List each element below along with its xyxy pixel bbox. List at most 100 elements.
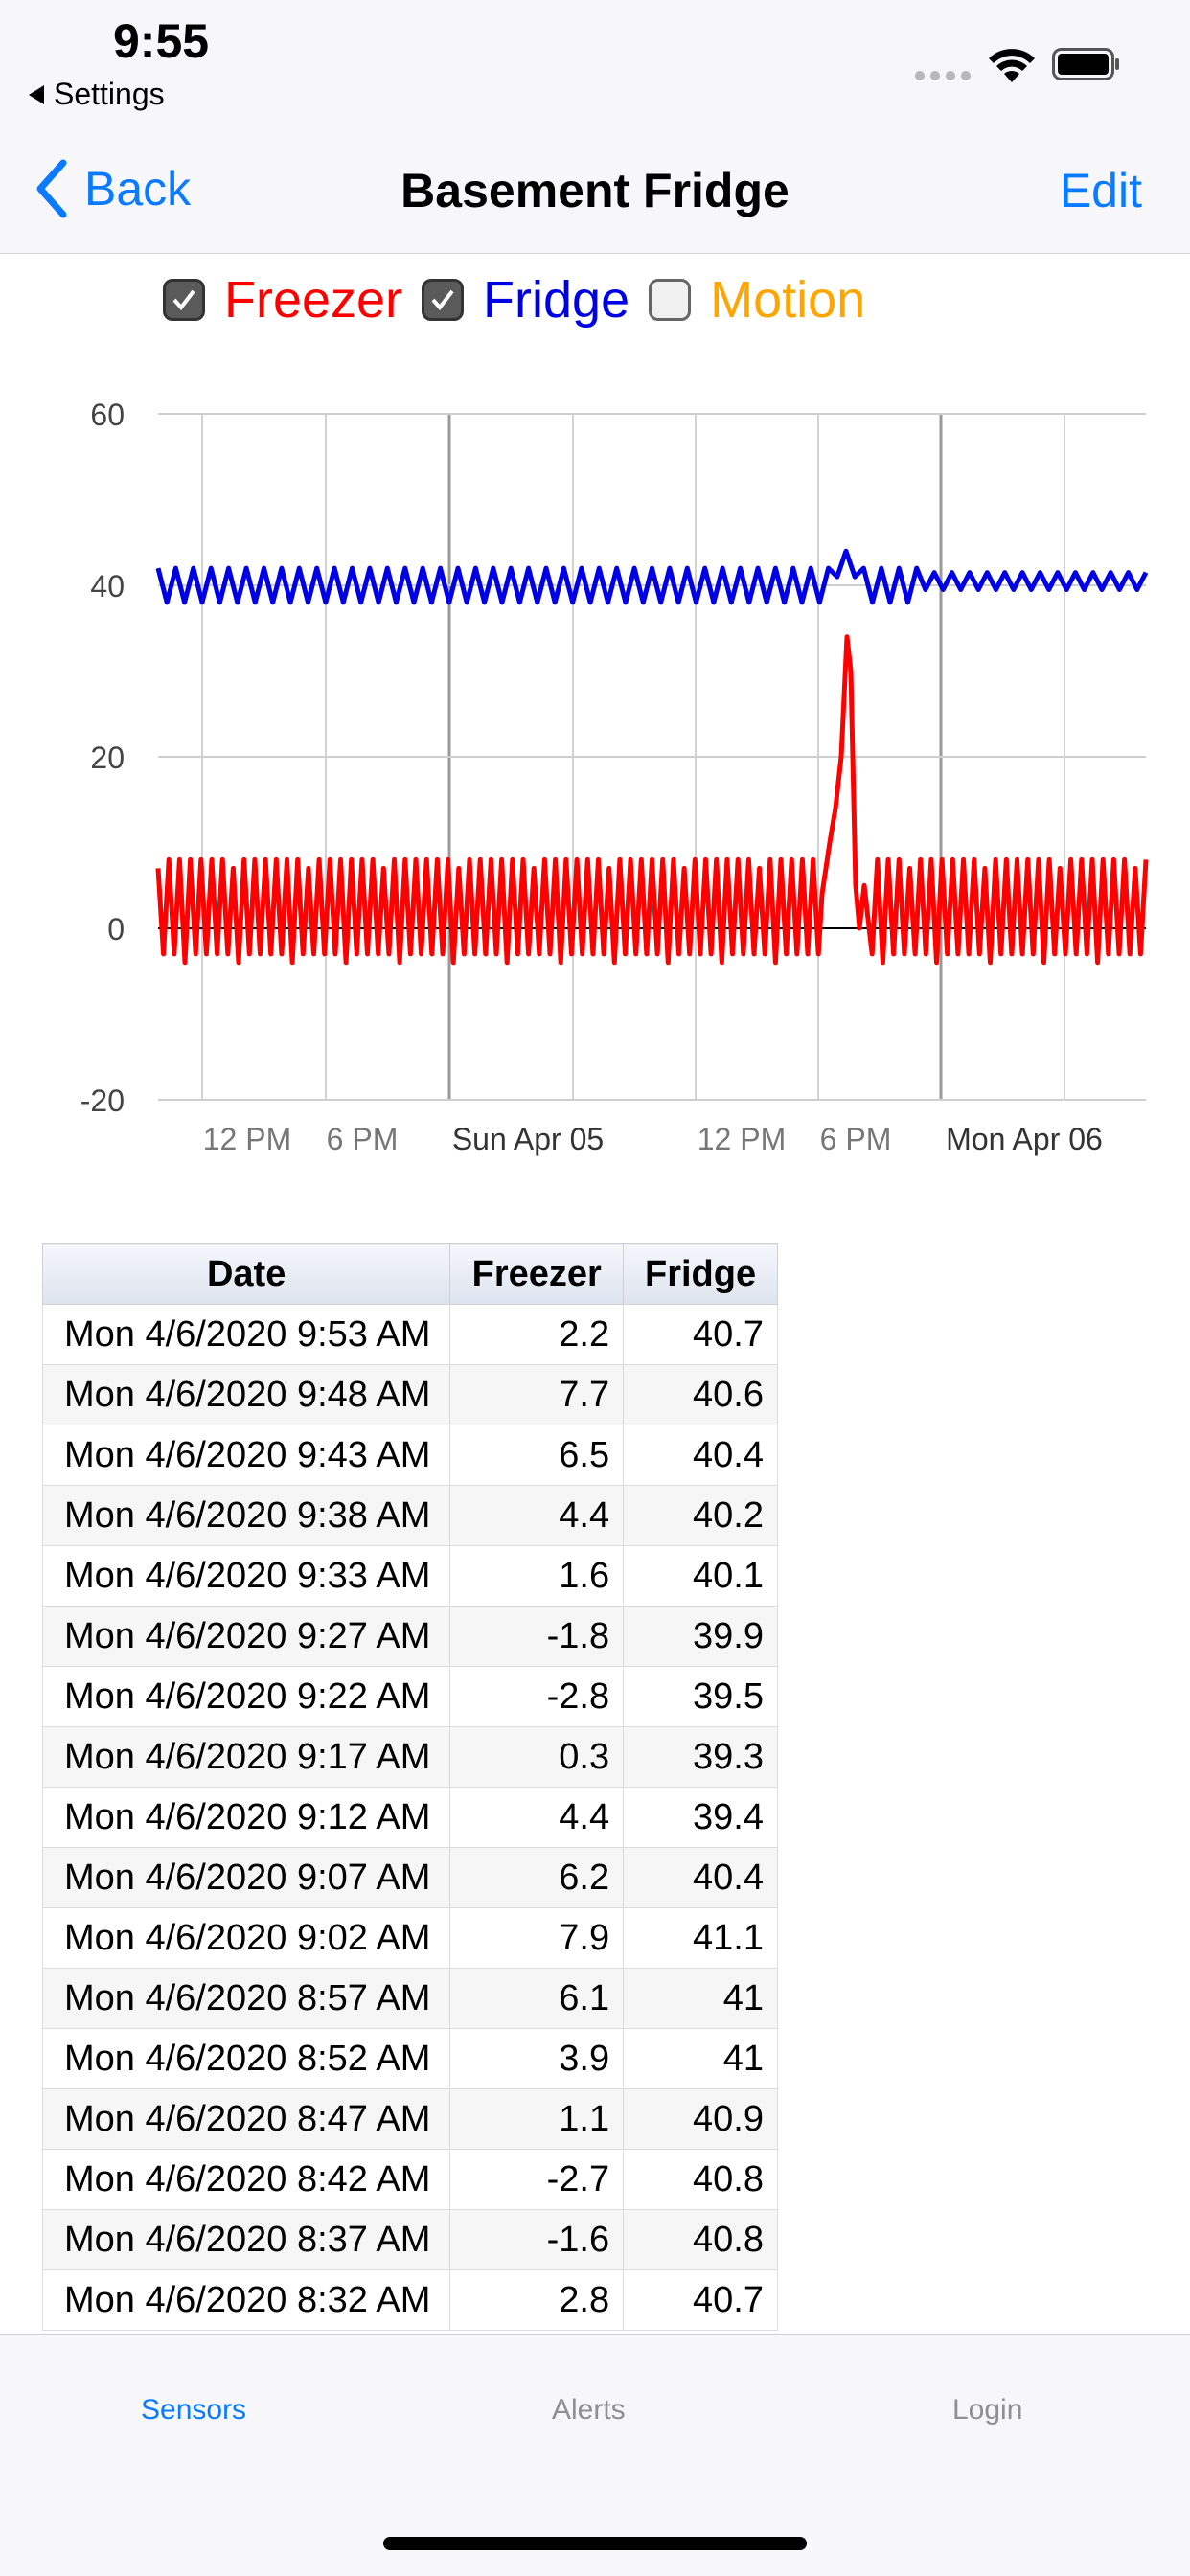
tab-sensors[interactable]: Sensors (141, 2394, 247, 2426)
tab-login[interactable]: Login (952, 2394, 1023, 2426)
table-row[interactable]: Mon 4/6/2020 9:53 AM 2.2 40.7 (42, 1304, 778, 1365)
status-time: 9:55 (113, 14, 210, 68)
cell-fridge: 40.1 (623, 1545, 778, 1607)
table-row[interactable]: Mon 4/6/2020 9:22 AM -2.8 39.5 (42, 1666, 778, 1727)
cell-date: Mon 4/6/2020 8:37 AM (42, 2209, 451, 2270)
freezer-checkbox[interactable] (163, 279, 205, 321)
table-header-row: Date Freezer Fridge (42, 1243, 778, 1305)
cell-fridge: 39.9 (623, 1606, 778, 1667)
x-tick-label: Sun Apr 05 (452, 1122, 604, 1156)
cell-date: Mon 4/6/2020 8:47 AM (42, 2088, 451, 2150)
table-row[interactable]: Mon 4/6/2020 9:43 AM 6.5 40.4 (42, 1425, 778, 1486)
x-tick-label: 12 PM (698, 1122, 786, 1156)
cell-freezer: 7.7 (449, 1364, 625, 1425)
cell-freezer: -2.7 (449, 2149, 625, 2210)
column-header-freezer[interactable]: Freezer (449, 1243, 625, 1305)
motion-checkbox[interactable] (649, 279, 692, 321)
cell-date: Mon 4/6/2020 9:38 AM (42, 1485, 451, 1546)
cell-fridge: 40.7 (623, 2269, 778, 2331)
cell-freezer: -1.6 (449, 2209, 625, 2270)
cell-date: Mon 4/6/2020 9:27 AM (42, 1606, 451, 1667)
page-title: Basement Fridge (400, 164, 790, 217)
legend-label-motion: Motion (710, 271, 866, 329)
x-tick-label: 6 PM (820, 1122, 892, 1156)
edit-button[interactable]: Edit (1059, 164, 1142, 217)
table-row[interactable]: Mon 4/6/2020 8:42 AM -2.7 40.8 (42, 2149, 778, 2210)
cell-fridge: 41 (623, 1968, 778, 2029)
table-row[interactable]: Mon 4/6/2020 8:37 AM -1.6 40.8 (42, 2209, 778, 2270)
tab-bar: Sensors Alerts Login (0, 2334, 1190, 2576)
status-bar: 9:55 Settings (0, 0, 1190, 125)
home-indicator (383, 2537, 807, 2550)
freezer-series-line (155, 634, 1149, 966)
legend-label-fridge: Fridge (483, 271, 630, 329)
back-button[interactable]: Back (34, 159, 191, 218)
cell-fridge: 39.5 (623, 1666, 778, 1727)
cell-date: Mon 4/6/2020 9:33 AM (42, 1545, 451, 1607)
cell-date: Mon 4/6/2020 9:53 AM (42, 1304, 451, 1365)
cell-date: Mon 4/6/2020 9:12 AM (42, 1787, 451, 1848)
cell-freezer: -1.8 (449, 1606, 625, 1667)
y-tick-label: -20 (80, 1083, 125, 1118)
checkmark-icon (172, 289, 195, 311)
table-row[interactable]: Mon 4/6/2020 9:02 AM 7.9 41.1 (42, 1907, 778, 1969)
cell-freezer: 6.2 (449, 1847, 625, 1908)
temperature-chart: 60 40 20 0 -20 12 PM 6 PM Sun Apr 05 12 PM 6 PM Mo… (80, 398, 1149, 1156)
readings-table: Date Freezer Fridge Mon 4/6/2020 9:53 AM… (42, 1243, 778, 2331)
navigation-bar: Back Basement Fridge Edit (0, 125, 1190, 254)
cell-date: Mon 4/6/2020 8:57 AM (42, 1968, 451, 2029)
column-header-fridge[interactable]: Fridge (623, 1243, 778, 1305)
cell-date: Mon 4/6/2020 9:07 AM (42, 1847, 451, 1908)
table-row[interactable]: Mon 4/6/2020 9:48 AM 7.7 40.6 (42, 1364, 778, 1425)
cell-fridge: 40.8 (623, 2209, 778, 2270)
cell-fridge: 40.4 (623, 1847, 778, 1908)
cell-fridge: 41.1 (623, 1907, 778, 1969)
table-row[interactable]: Mon 4/6/2020 8:32 AM 2.8 40.7 (42, 2269, 778, 2331)
y-tick-label: 20 (90, 741, 125, 775)
battery-icon (1052, 48, 1119, 80)
x-tick-label: 6 PM (327, 1122, 399, 1156)
fridge-checkbox[interactable] (422, 279, 465, 321)
legend-item-freezer[interactable]: Freezer (163, 270, 402, 330)
cell-date: Mon 4/6/2020 8:42 AM (42, 2149, 451, 2210)
table-row[interactable]: Mon 4/6/2020 9:12 AM 4.4 39.4 (42, 1787, 778, 1848)
cell-freezer: 1.1 (449, 2088, 625, 2150)
back-triangle-icon (29, 84, 44, 104)
chevron-left-icon (36, 159, 67, 218)
back-app-label: Settings (54, 77, 165, 111)
cell-date: Mon 4/6/2020 8:32 AM (42, 2269, 451, 2331)
fridge-series-line (155, 548, 1149, 605)
cell-freezer: 4.4 (449, 1485, 625, 1546)
legend-item-fridge[interactable]: Fridge (422, 270, 629, 330)
table-row[interactable]: Mon 4/6/2020 8:47 AM 1.1 40.9 (42, 2088, 778, 2150)
cell-freezer: 2.8 (449, 2269, 625, 2331)
cell-freezer: 2.2 (449, 1304, 625, 1365)
table-row[interactable]: Mon 4/6/2020 8:52 AM 3.9 41 (42, 2028, 778, 2089)
table-row[interactable]: Mon 4/6/2020 8:57 AM 6.1 41 (42, 1968, 778, 2029)
wifi-icon (989, 49, 1035, 82)
cell-date: Mon 4/6/2020 9:22 AM (42, 1666, 451, 1727)
tab-alerts[interactable]: Alerts (552, 2394, 626, 2426)
legend-label-freezer: Freezer (224, 271, 403, 329)
legend-item-motion[interactable]: Motion (649, 270, 865, 330)
cell-freezer: -2.8 (449, 1666, 625, 1727)
x-tick-label: 12 PM (203, 1122, 291, 1156)
table-row[interactable]: Mon 4/6/2020 9:33 AM 1.6 40.1 (42, 1545, 778, 1607)
cell-freezer: 6.1 (449, 1968, 625, 2029)
table-row[interactable]: Mon 4/6/2020 9:38 AM 4.4 40.2 (42, 1485, 778, 1546)
chart-legend: Freezer Fridge Motion (163, 270, 884, 330)
cell-freezer: 6.5 (449, 1425, 625, 1486)
cell-freezer: 4.4 (449, 1787, 625, 1848)
table-row[interactable]: Mon 4/6/2020 9:27 AM -1.8 39.9 (42, 1606, 778, 1667)
cell-date: Mon 4/6/2020 9:17 AM (42, 1726, 451, 1788)
cell-fridge: 40.7 (623, 1304, 778, 1365)
readings-table-container[interactable]: Date Freezer Fridge Mon 4/6/2020 9:53 AM… (42, 1243, 778, 2331)
back-to-app-link[interactable]: Settings (29, 77, 165, 112)
checkmark-icon (431, 289, 454, 311)
table-row[interactable]: Mon 4/6/2020 9:07 AM 6.2 40.4 (42, 1847, 778, 1908)
cell-fridge: 39.3 (623, 1726, 778, 1788)
cell-fridge: 41 (623, 2028, 778, 2089)
column-header-date[interactable]: Date (42, 1243, 451, 1305)
cell-date: Mon 4/6/2020 9:43 AM (42, 1425, 451, 1486)
table-row[interactable]: Mon 4/6/2020 9:17 AM 0.3 39.3 (42, 1726, 778, 1788)
